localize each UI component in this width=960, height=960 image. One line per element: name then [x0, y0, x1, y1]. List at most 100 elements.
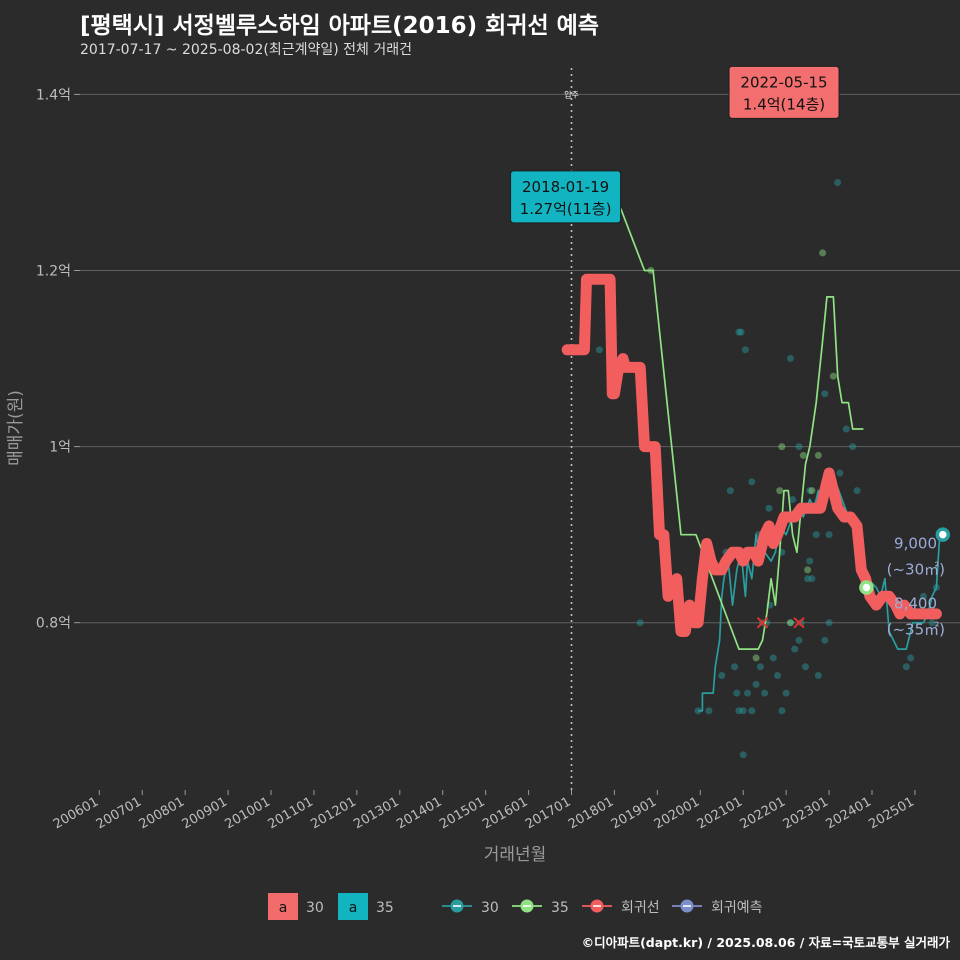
scatter-point-30 — [928, 619, 936, 627]
scatter-point-30 — [849, 443, 857, 451]
legend-key-glyph: a — [349, 900, 358, 916]
x-tick-label: 200701 — [94, 794, 144, 832]
scatter-point-30 — [791, 645, 799, 653]
scatter-point-30 — [705, 707, 713, 715]
scatter-point-30 — [739, 707, 747, 715]
annotation-price: 1.27억(11층) — [520, 200, 612, 218]
x-tick-label: 201101 — [265, 794, 315, 832]
x-tick-label: 200901 — [180, 794, 230, 832]
scatter-point-35 — [829, 372, 837, 380]
scatter-point-30 — [737, 328, 745, 336]
scatter-point-30 — [786, 619, 794, 627]
annotation-box — [510, 170, 622, 224]
y-axis-label: 매매가(원) — [6, 390, 26, 466]
y-tick-label: 1.2억 — [36, 264, 71, 280]
y-tick-label: 1.4억 — [36, 87, 71, 103]
x-tick-label: 201801 — [566, 794, 616, 832]
x-axis-label: 거래년월 — [484, 845, 547, 865]
x-tick-label: 202301 — [781, 794, 831, 832]
scatter-point-35 — [819, 249, 827, 257]
series-line-30 — [698, 480, 941, 712]
x-tick-label: 202501 — [866, 794, 916, 832]
scatter-point-30 — [804, 575, 812, 583]
cancelled-mark — [756, 616, 769, 629]
scatter-point-30 — [756, 663, 764, 671]
x-tick-label: 202101 — [695, 794, 745, 832]
scatter-point-30 — [825, 531, 833, 539]
scatter-point-35 — [778, 443, 786, 451]
cancelled-marks — [756, 616, 805, 629]
scatter-point-30 — [752, 680, 760, 688]
scatter-point-30 — [774, 672, 782, 680]
scatter-point-30 — [765, 504, 773, 512]
scatter-point-30 — [739, 751, 747, 759]
scatter-point-35 — [786, 619, 794, 627]
scatter-point-30 — [731, 663, 739, 671]
series-lines — [612, 208, 941, 712]
legend-key-glyph: a — [279, 900, 288, 916]
scatter-point-35 — [799, 451, 807, 459]
scatter-point-30 — [735, 328, 743, 336]
x-tick-label: 202201 — [738, 794, 788, 832]
scatter-point-30 — [920, 592, 928, 600]
legend-line-label: 35 — [551, 900, 569, 916]
x-tick-label: 202001 — [652, 794, 702, 832]
scatter-point-30 — [795, 636, 803, 644]
x-tick-label: 202401 — [824, 794, 874, 832]
x-tick-label: 201901 — [609, 794, 659, 832]
scatter-point-30 — [733, 689, 741, 697]
forecast-endpoints: 9,000 (~30㎡) 8,400 (~35㎡) — [859, 527, 951, 638]
scatter-point-30 — [741, 346, 749, 354]
scatter-point-30 — [808, 575, 816, 583]
x-tick-label: 201001 — [223, 794, 273, 832]
annotation-date: 2022-05-15 — [740, 73, 827, 91]
x-tick-label: 201701 — [523, 794, 573, 832]
x-tick-label: 201201 — [308, 794, 358, 832]
scatter-point-30 — [842, 425, 850, 433]
scatter-point-35 — [804, 566, 812, 574]
regression-path — [561, 273, 942, 637]
scatter-point-30 — [814, 672, 822, 680]
scatter-point-30 — [744, 689, 752, 697]
endpoint-value-30: 9,000 — [894, 535, 937, 553]
legend-line-label: 회귀선 — [621, 900, 660, 916]
legend-key-label: 30 — [306, 900, 324, 916]
scatter-point-30 — [726, 487, 734, 495]
footer-credit: ©디아파트(dapt.kr) / 2025.08.06 / 자료=국토교통부 실… — [581, 935, 950, 950]
scatter-point-30 — [902, 663, 910, 671]
endpoint-30 — [935, 527, 951, 542]
scatter-point-30 — [834, 178, 842, 186]
scatter-point-30 — [782, 689, 790, 697]
endpoint-area-35: (~35㎡) — [887, 620, 945, 638]
scatter-point-35 — [776, 487, 784, 495]
chart-title: [평택시] 서정벨루스하임 아파트(2016) 회귀선 예측 — [80, 13, 599, 39]
scatter-point-30 — [825, 619, 833, 627]
scatter-point-30 — [718, 672, 726, 680]
scatter-point-30 — [806, 487, 814, 495]
cancelled-mark — [793, 616, 805, 629]
x-tick-label: 200601 — [51, 794, 101, 832]
annotation-date: 2018-01-19 — [522, 178, 609, 196]
x-tick-label: 201401 — [394, 794, 444, 832]
scatter-point-30 — [812, 531, 820, 539]
scatter-point-35 — [752, 654, 760, 662]
scatter-point-30 — [595, 346, 603, 354]
chart-subtitle: 2017-07-17 ~ 2025-08-02(최근계약일) 전체 거래건 — [80, 42, 412, 58]
scatter-point-30 — [761, 689, 769, 697]
scatter-point-30 — [836, 469, 844, 477]
move-in-label: 입주 — [564, 90, 579, 99]
scatter-point-30 — [636, 619, 644, 627]
scatter-point-30 — [735, 707, 743, 715]
legend-key-swatch — [338, 893, 368, 920]
scatter-point-30 — [795, 443, 803, 451]
y-tick-label: 1억 — [49, 440, 71, 456]
legend-line-label: 30 — [481, 900, 499, 916]
scatter-point-30 — [769, 654, 777, 662]
y-tick-label: 0.8억 — [36, 616, 71, 632]
scatter-point-30 — [907, 654, 915, 662]
scatter-point-30 — [806, 557, 814, 565]
y-axis: 0.8억 1억 1.2억 1.4억 — [36, 87, 80, 632]
annotation-box — [728, 65, 840, 119]
scatter-point-30 — [821, 390, 829, 398]
